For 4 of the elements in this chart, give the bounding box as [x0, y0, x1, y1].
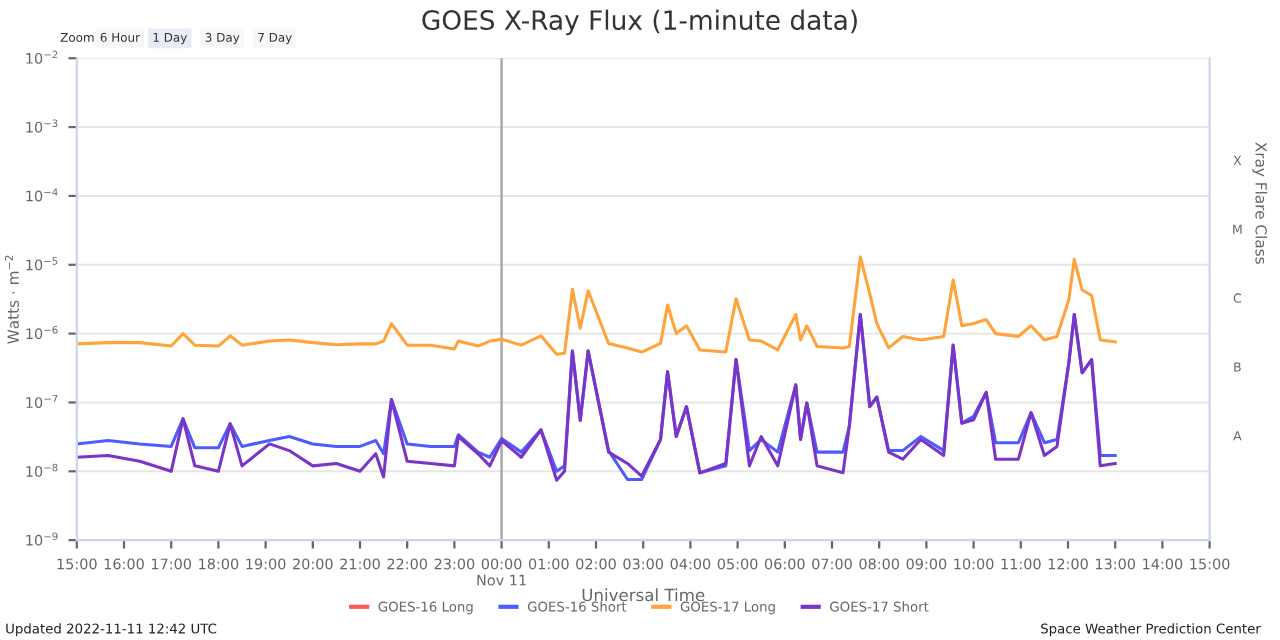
chart-title: GOES X-Ray Flux (1-minute data) [422, 9, 857, 36]
x-axis-title: Universal Time [582, 588, 705, 602]
line-series [76, 255, 1117, 356]
line-series [76, 312, 1117, 482]
